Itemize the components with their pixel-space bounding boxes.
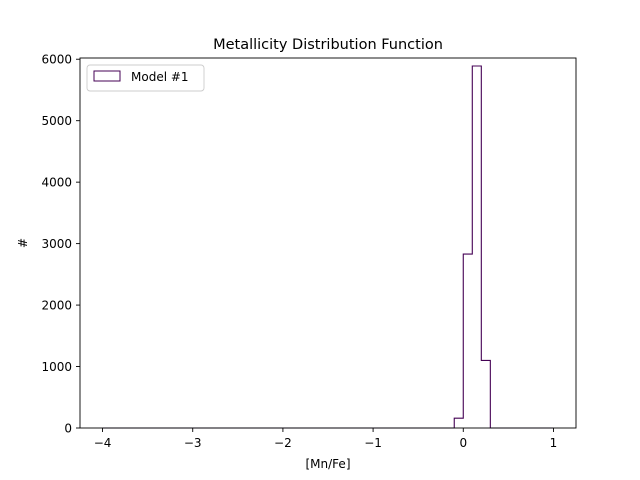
x-tick-label: 1 bbox=[550, 436, 558, 450]
y-tick-label: 3000 bbox=[41, 237, 72, 251]
x-tick-label: −1 bbox=[364, 436, 382, 450]
x-axis-title: [Mn/Fe] bbox=[306, 457, 351, 471]
legend-swatch bbox=[93, 70, 121, 82]
y-tick-label: 6000 bbox=[41, 53, 72, 67]
x-tick-label: −4 bbox=[94, 436, 112, 450]
legend-label-model-1: Model #1 bbox=[131, 70, 189, 84]
y-tick-label: 0 bbox=[64, 422, 72, 436]
y-tick-label: 2000 bbox=[41, 299, 72, 313]
x-tick-label: 0 bbox=[459, 436, 467, 450]
x-tick-label: −2 bbox=[274, 436, 292, 450]
chart-title: Metallicity Distribution Function bbox=[213, 37, 443, 53]
legend: Model #1 bbox=[86, 64, 205, 92]
plot-area bbox=[80, 58, 576, 428]
x-tick-label: −3 bbox=[184, 436, 202, 450]
y-tick-label: 4000 bbox=[41, 176, 72, 190]
plot-frame bbox=[79, 57, 577, 429]
y-axis-title: # bbox=[16, 238, 30, 248]
y-tick-label: 5000 bbox=[41, 114, 72, 128]
ticks-layer: −4 −3 −2 −1 0 1 0 1000 2000 3000 4000 5000 6000 bbox=[41, 53, 557, 450]
y-tick-label: 1000 bbox=[41, 360, 72, 374]
